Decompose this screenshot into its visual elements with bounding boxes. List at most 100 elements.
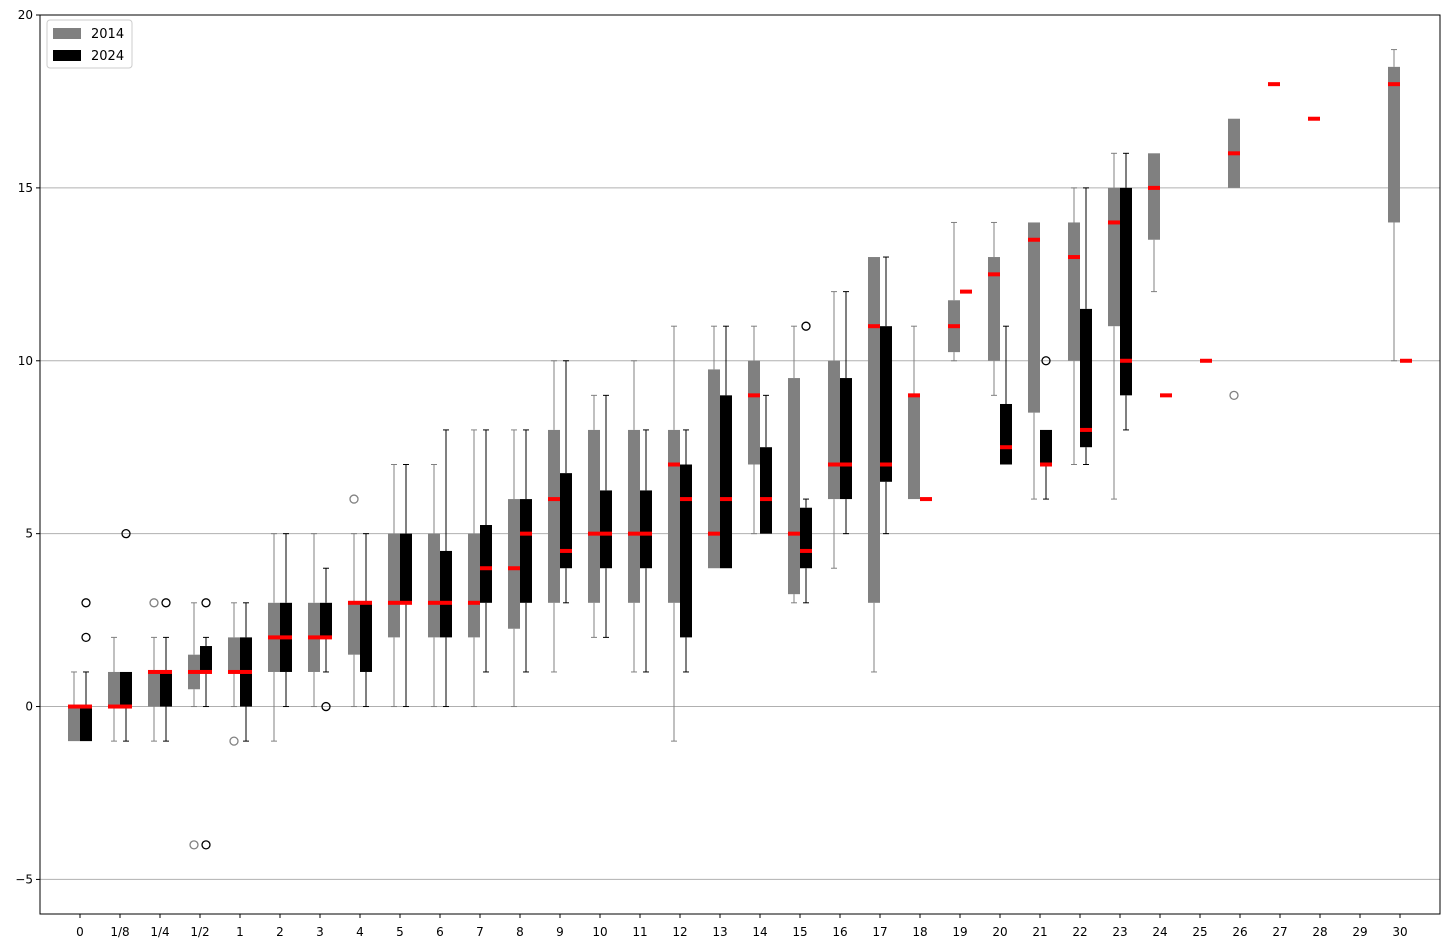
box-2014-17 — [868, 257, 880, 673]
median-line — [988, 272, 1000, 277]
legend-swatch-2024 — [53, 50, 81, 61]
outlier-point — [81, 632, 91, 643]
y-tick-label: 20 — [18, 8, 33, 22]
box-2024-17 — [880, 256, 892, 535]
outlier-point — [1229, 390, 1239, 400]
iqr-box — [508, 499, 520, 629]
iqr-box — [360, 602, 372, 672]
median-line — [80, 704, 92, 709]
iqr-box — [720, 395, 732, 569]
box-2014-1 — [228, 602, 240, 746]
outlier-point — [801, 321, 811, 331]
x-tick-label: 16 — [832, 925, 847, 939]
box-2014-1/4 — [148, 598, 160, 742]
median-line — [1080, 427, 1092, 432]
median-line — [148, 669, 160, 674]
median-line — [1000, 445, 1012, 450]
median-line — [188, 669, 200, 674]
iqr-box — [68, 706, 80, 742]
box-2014-9 — [548, 360, 560, 673]
box-2014-7 — [468, 429, 480, 708]
median-line — [840, 462, 852, 467]
median-line — [200, 669, 212, 674]
iqr-box — [1028, 222, 1040, 413]
iqr-box — [1108, 187, 1120, 327]
median-line — [880, 462, 892, 467]
iqr-box — [480, 525, 492, 603]
iqr-box — [988, 257, 1000, 361]
iqr-box — [1000, 403, 1012, 465]
box-2024-5 — [400, 464, 412, 708]
x-tick-label: 12 — [672, 925, 687, 939]
y-tick-label: 10 — [18, 354, 33, 368]
median-line — [1068, 255, 1080, 260]
x-tick-label: 8 — [516, 925, 524, 939]
median-line — [560, 548, 572, 553]
median-line — [388, 600, 400, 605]
iqr-box — [148, 671, 160, 707]
median-line — [480, 566, 492, 571]
x-tick-label: 0 — [76, 925, 84, 939]
box-2014-12 — [668, 325, 680, 742]
box-2024-25 — [1200, 358, 1212, 363]
median-line — [588, 531, 600, 536]
median-line — [800, 548, 812, 553]
y-tick-label: 15 — [18, 181, 33, 195]
iqr-box — [440, 550, 452, 638]
iqr-box — [468, 533, 480, 638]
median-line — [920, 497, 932, 502]
median-line — [708, 531, 720, 536]
box-2024-14 — [760, 394, 772, 534]
plot-frame — [39, 14, 1441, 915]
iqr-box — [520, 499, 532, 603]
outlier-point — [1041, 356, 1051, 366]
box-2014-24 — [1148, 153, 1160, 293]
x-tick-label: 11 — [632, 925, 647, 939]
median-line — [628, 531, 640, 536]
box-2014-13 — [708, 325, 720, 569]
x-tick-label: 2 — [276, 925, 284, 939]
box-2024-7 — [480, 429, 492, 673]
median-line — [360, 600, 372, 605]
median-line — [1200, 358, 1212, 363]
iqr-box — [428, 533, 440, 638]
box-2024-10 — [600, 394, 612, 638]
median-line — [268, 635, 280, 640]
box-2024-16 — [840, 291, 852, 535]
iqr-box — [908, 395, 920, 500]
box-2024-12 — [680, 429, 692, 673]
median-line — [400, 600, 412, 605]
box-2014-4 — [348, 494, 360, 708]
iqr-box — [200, 646, 212, 672]
box-2014-8 — [508, 429, 520, 708]
x-tick-label: 30 — [1392, 925, 1407, 939]
x-tick-label: 28 — [1312, 925, 1327, 939]
box-2014-16 — [828, 291, 840, 569]
median-line — [68, 704, 80, 709]
box-2024-19 — [960, 289, 972, 294]
iqr-box — [628, 429, 640, 603]
box-2024-1/2 — [200, 598, 212, 850]
box-2024-0 — [80, 598, 92, 742]
median-line — [1028, 237, 1040, 242]
x-tick-label: 13 — [712, 925, 727, 939]
box-2024-20 — [1000, 325, 1012, 465]
box-2024-15 — [800, 321, 812, 604]
iqr-box — [680, 464, 692, 638]
median-line — [1228, 151, 1240, 156]
outlier-point — [201, 598, 211, 608]
median-line — [320, 635, 332, 640]
outlier-point — [201, 840, 211, 850]
box-2024-13 — [720, 325, 732, 569]
median-line — [760, 497, 772, 502]
box-2014-11 — [628, 360, 640, 673]
median-line — [1308, 116, 1320, 121]
box-2014-26 — [1228, 118, 1240, 400]
box-2014-1/8 — [108, 636, 120, 742]
median-line — [868, 324, 880, 329]
x-tick-label: 1/2 — [190, 925, 209, 939]
box-2014-6 — [428, 464, 440, 708]
median-line — [1388, 82, 1400, 87]
x-tick-label: 18 — [912, 925, 927, 939]
